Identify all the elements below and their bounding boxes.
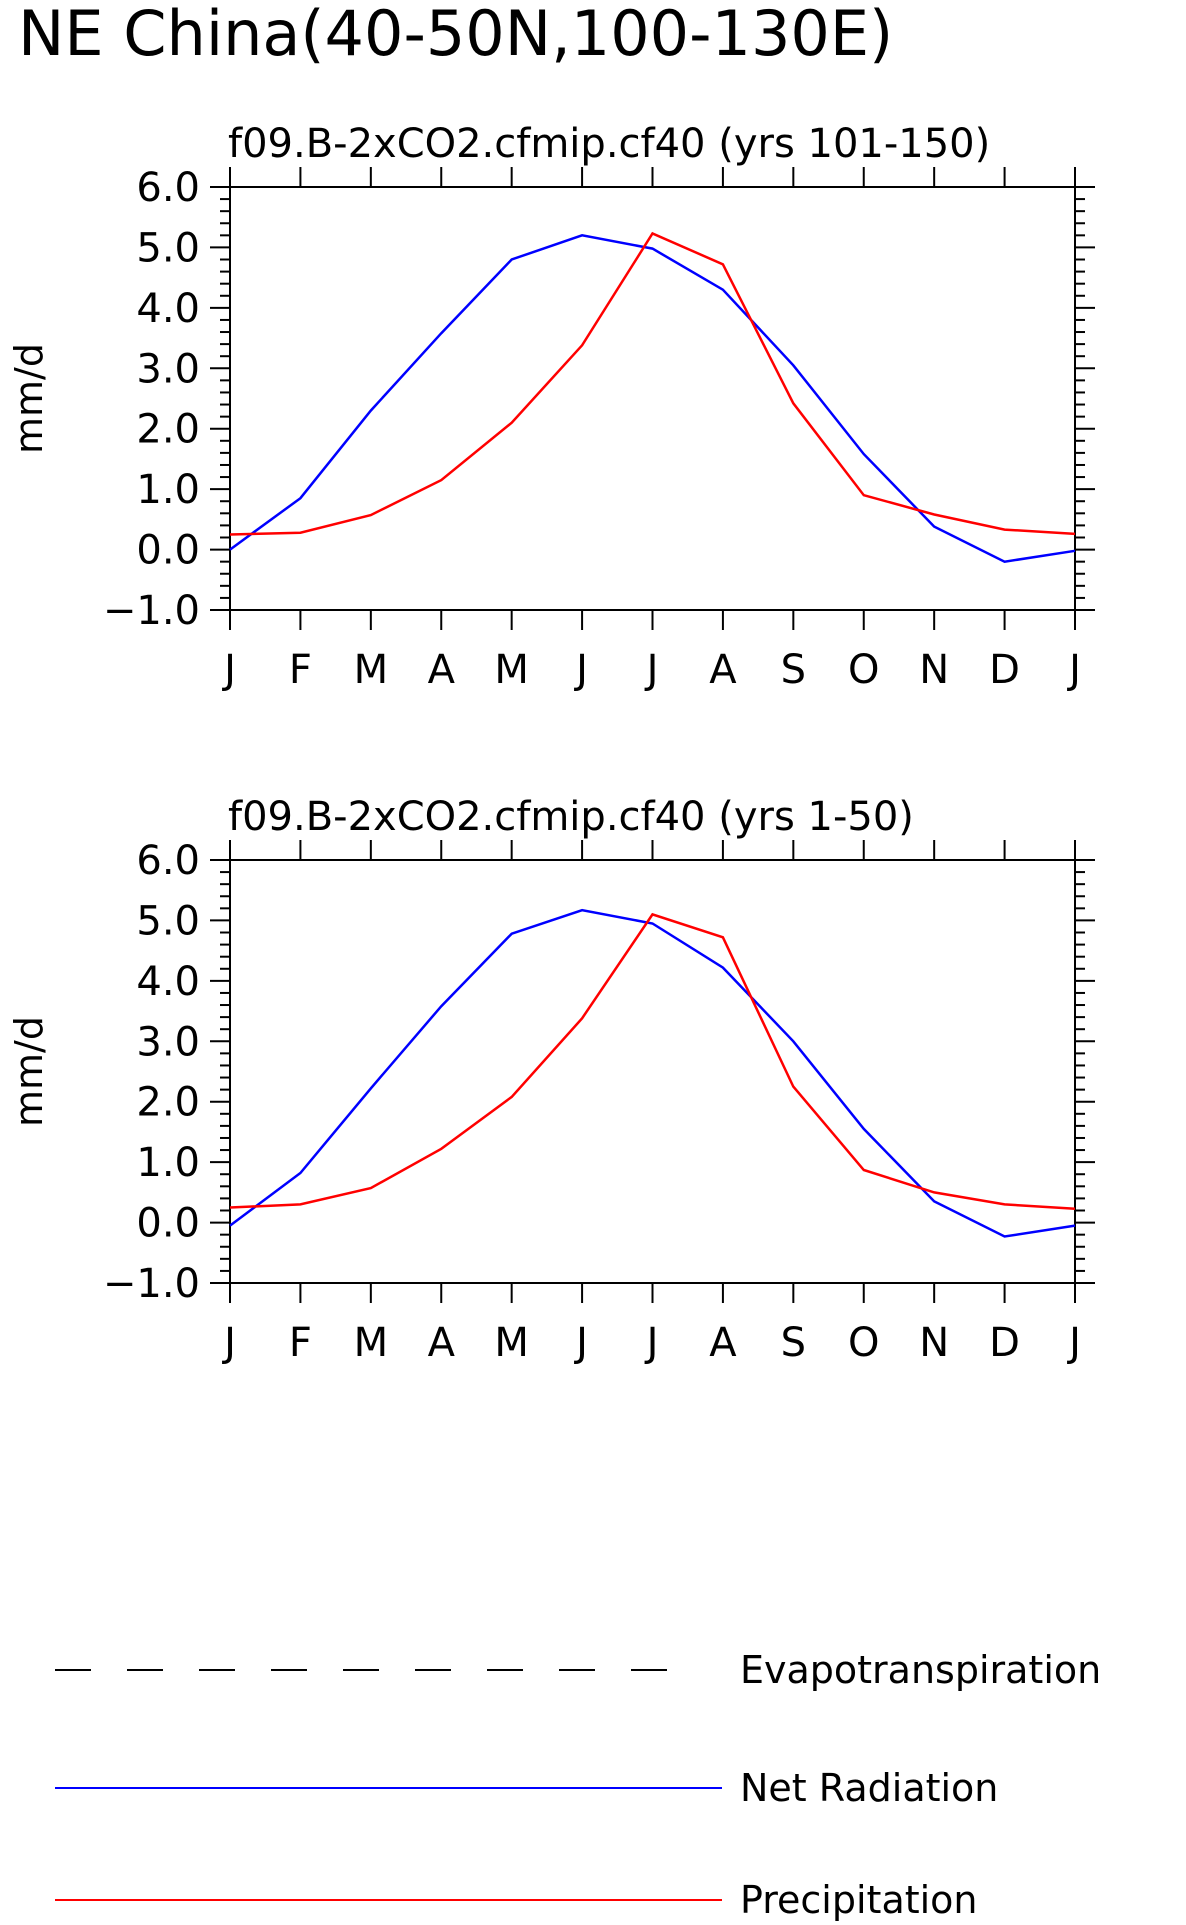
x-tick-label: J bbox=[573, 647, 588, 693]
y-tick-label: 1.0 bbox=[136, 1140, 200, 1186]
y-tick-label: 2.0 bbox=[136, 407, 200, 453]
chart-title: f09.B-2xCO2.cfmip.cf40 (yrs 1-50) bbox=[228, 794, 914, 840]
y-tick-label: 6.0 bbox=[136, 838, 200, 884]
y-tick-label: 1.0 bbox=[136, 467, 200, 513]
y-tick-label: 0.0 bbox=[136, 1201, 200, 1247]
y-axis-label: mm/d bbox=[7, 1016, 51, 1127]
x-tick-label: J bbox=[221, 647, 236, 693]
y-tick-label: 5.0 bbox=[136, 898, 200, 944]
y-tick-label: 4.0 bbox=[136, 959, 200, 1005]
x-tick-label: J bbox=[573, 1320, 588, 1366]
x-tick-label: S bbox=[781, 647, 806, 693]
legend-net-radiation-label: Net Radiation bbox=[740, 1766, 998, 1810]
y-tick-label: 3.0 bbox=[136, 346, 200, 392]
x-tick-label: A bbox=[709, 1320, 737, 1366]
x-tick-label: J bbox=[644, 647, 659, 693]
y-tick-label: 3.0 bbox=[136, 1019, 200, 1065]
x-tick-label: N bbox=[919, 647, 949, 693]
x-tick-label: S bbox=[781, 1320, 806, 1366]
chart-title: f09.B-2xCO2.cfmip.cf40 (yrs 101-150) bbox=[228, 121, 990, 167]
series-line-net-radiation bbox=[229, 234, 1076, 563]
plot-frame bbox=[229, 186, 1076, 611]
y-tick-label: 4.0 bbox=[136, 286, 200, 332]
x-tick-label: M bbox=[494, 1320, 529, 1366]
x-tick-label: M bbox=[354, 647, 389, 693]
x-tick-label: D bbox=[989, 647, 1020, 693]
series-line-precipitation bbox=[229, 912, 1076, 1210]
x-tick-label: O bbox=[848, 1320, 879, 1366]
x-tick-label: F bbox=[289, 647, 312, 693]
y-tick-label: 5.0 bbox=[136, 225, 200, 271]
x-tick-label: J bbox=[1066, 647, 1081, 693]
x-tick-label: D bbox=[989, 1320, 1020, 1366]
x-tick-label: A bbox=[428, 647, 456, 693]
x-tick-label: A bbox=[709, 647, 737, 693]
figure-title: NE China(40-50N,100-130E) bbox=[18, 0, 893, 70]
x-tick-label: J bbox=[1066, 1320, 1081, 1366]
panel-bottom: f09.B-2xCO2.cfmip.cf40 (yrs 1-50) mm/d −1.… bbox=[7, 794, 1095, 1366]
x-tick-label: J bbox=[221, 1320, 236, 1366]
series-line-net-radiation bbox=[229, 908, 1076, 1238]
y-tick-label: −1.0 bbox=[103, 1261, 200, 1307]
y-tick-label: 0.0 bbox=[136, 528, 200, 574]
y-tick-label: 6.0 bbox=[136, 165, 200, 211]
x-tick-label: F bbox=[289, 1320, 312, 1366]
y-axis-label: mm/d bbox=[7, 343, 51, 454]
x-tick-label: A bbox=[428, 1320, 456, 1366]
series-line-precipitation bbox=[229, 231, 1076, 536]
legend-precipitation-label: Precipitation bbox=[740, 1878, 978, 1922]
panel-top: f09.B-2xCO2.cfmip.cf40 (yrs 101-150) mm/d… bbox=[7, 121, 1095, 693]
x-tick-label: O bbox=[848, 647, 879, 693]
legend-evapotranspiration-label: Evapotranspiration bbox=[740, 1648, 1101, 1692]
y-tick-label: −1.0 bbox=[103, 588, 200, 634]
x-tick-label: M bbox=[354, 1320, 389, 1366]
x-tick-label: J bbox=[644, 1320, 659, 1366]
x-tick-label: M bbox=[494, 647, 529, 693]
x-tick-label: N bbox=[919, 1320, 949, 1366]
legend: Evapotranspiration Net Radiation Precipi… bbox=[55, 1648, 1101, 1922]
y-tick-label: 2.0 bbox=[136, 1080, 200, 1126]
